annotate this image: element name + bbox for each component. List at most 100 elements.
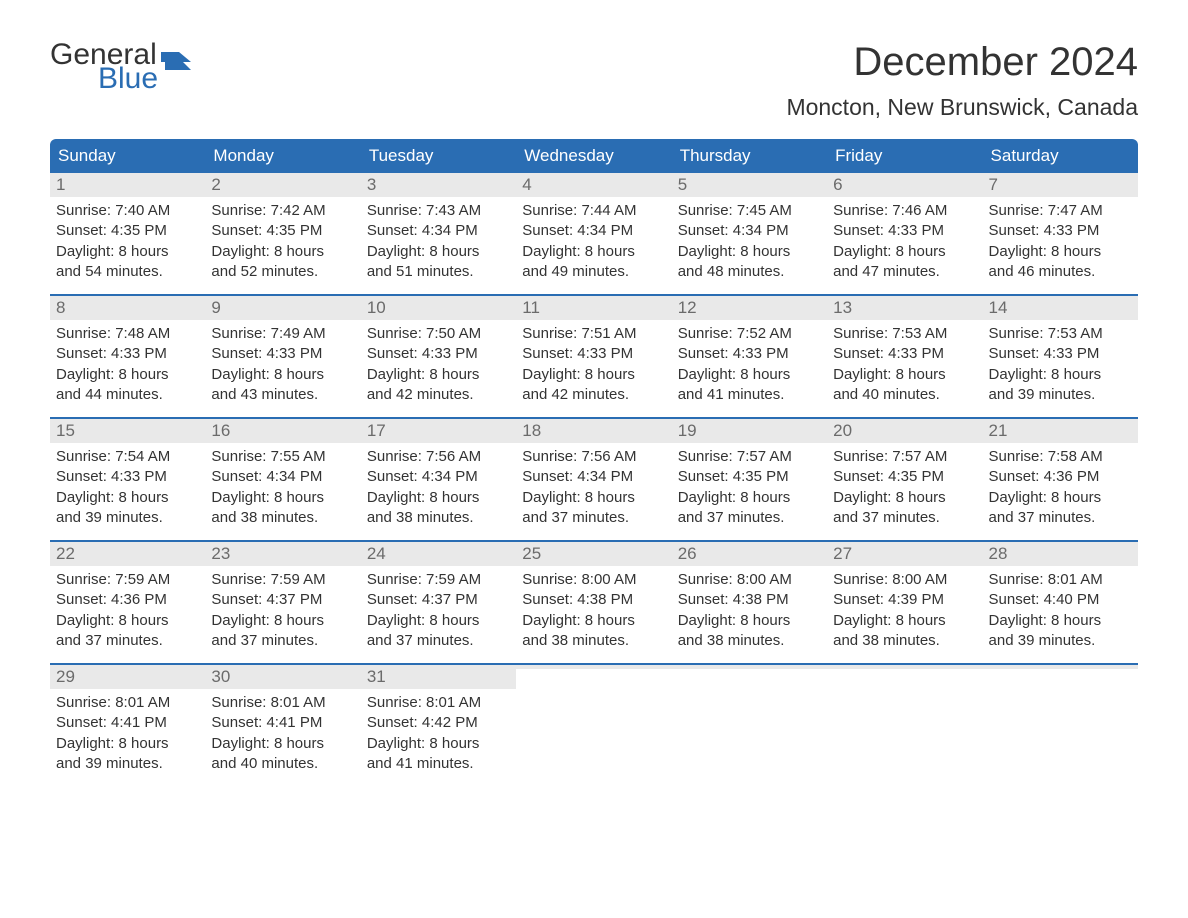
day-sunrise: Sunrise: 7:40 AM [56, 201, 199, 221]
day-number: 23 [205, 542, 360, 566]
day-body: Sunrise: 7:46 AMSunset: 4:33 PMDaylight:… [827, 197, 982, 284]
day-number: 31 [361, 665, 516, 689]
day-cell: 3Sunrise: 7:43 AMSunset: 4:34 PMDaylight… [361, 173, 516, 284]
day-cell: 26Sunrise: 8:00 AMSunset: 4:38 PMDayligh… [672, 542, 827, 653]
day-sunset: Sunset: 4:38 PM [678, 590, 821, 610]
weeks-container: 1Sunrise: 7:40 AMSunset: 4:35 PMDaylight… [50, 173, 1138, 776]
day-sunrise: Sunrise: 7:45 AM [678, 201, 821, 221]
day-sunset: Sunset: 4:36 PM [989, 467, 1132, 487]
day-d2: and 37 minutes. [367, 631, 510, 651]
day-d1: Daylight: 8 hours [989, 488, 1132, 508]
day-sunset: Sunset: 4:34 PM [211, 467, 354, 487]
day-d2: and 37 minutes. [678, 508, 821, 528]
day-d2: and 37 minutes. [989, 508, 1132, 528]
day-sunrise: Sunrise: 8:01 AM [989, 570, 1132, 590]
day-sunrise: Sunrise: 8:00 AM [678, 570, 821, 590]
day-body: Sunrise: 7:51 AMSunset: 4:33 PMDaylight:… [516, 320, 671, 407]
day-cell: 9Sunrise: 7:49 AMSunset: 4:33 PMDaylight… [205, 296, 360, 407]
day-number: 8 [50, 296, 205, 320]
day-number: 22 [50, 542, 205, 566]
day-d2: and 51 minutes. [367, 262, 510, 282]
day-sunrise: Sunrise: 7:47 AM [989, 201, 1132, 221]
day-d2: and 49 minutes. [522, 262, 665, 282]
day-cell [516, 665, 671, 776]
day-d1: Daylight: 8 hours [211, 242, 354, 262]
day-number: 28 [983, 542, 1138, 566]
day-d1: Daylight: 8 hours [56, 242, 199, 262]
day-sunset: Sunset: 4:37 PM [211, 590, 354, 610]
day-sunrise: Sunrise: 7:43 AM [367, 201, 510, 221]
day-d2: and 54 minutes. [56, 262, 199, 282]
day-number: 19 [672, 419, 827, 443]
day-cell: 28Sunrise: 8:01 AMSunset: 4:40 PMDayligh… [983, 542, 1138, 653]
day-body: Sunrise: 7:54 AMSunset: 4:33 PMDaylight:… [50, 443, 205, 530]
day-d1: Daylight: 8 hours [833, 242, 976, 262]
day-d1: Daylight: 8 hours [367, 611, 510, 631]
day-sunset: Sunset: 4:34 PM [522, 467, 665, 487]
day-d2: and 39 minutes. [989, 385, 1132, 405]
day-sunset: Sunset: 4:34 PM [367, 221, 510, 241]
day-d1: Daylight: 8 hours [989, 242, 1132, 262]
day-sunset: Sunset: 4:38 PM [522, 590, 665, 610]
day-sunrise: Sunrise: 7:48 AM [56, 324, 199, 344]
day-cell: 6Sunrise: 7:46 AMSunset: 4:33 PMDaylight… [827, 173, 982, 284]
day-body: Sunrise: 8:00 AMSunset: 4:39 PMDaylight:… [827, 566, 982, 653]
day-body: Sunrise: 7:49 AMSunset: 4:33 PMDaylight:… [205, 320, 360, 407]
day-number: 11 [516, 296, 671, 320]
day-sunrise: Sunrise: 8:01 AM [211, 693, 354, 713]
day-d1: Daylight: 8 hours [678, 488, 821, 508]
day-number: 14 [983, 296, 1138, 320]
day-body: Sunrise: 8:01 AMSunset: 4:42 PMDaylight:… [361, 689, 516, 776]
day-body: Sunrise: 7:52 AMSunset: 4:33 PMDaylight:… [672, 320, 827, 407]
weekday-header: Monday [205, 139, 360, 173]
day-number: 4 [516, 173, 671, 197]
week-row: 22Sunrise: 7:59 AMSunset: 4:36 PMDayligh… [50, 540, 1138, 653]
day-d1: Daylight: 8 hours [367, 365, 510, 385]
day-sunset: Sunset: 4:33 PM [833, 344, 976, 364]
day-d2: and 41 minutes. [367, 754, 510, 774]
day-d2: and 37 minutes. [833, 508, 976, 528]
day-cell [672, 665, 827, 776]
day-body: Sunrise: 7:55 AMSunset: 4:34 PMDaylight:… [205, 443, 360, 530]
day-sunset: Sunset: 4:33 PM [989, 344, 1132, 364]
day-number [516, 665, 671, 669]
day-cell: 27Sunrise: 8:00 AMSunset: 4:39 PMDayligh… [827, 542, 982, 653]
day-sunset: Sunset: 4:36 PM [56, 590, 199, 610]
day-d2: and 38 minutes. [833, 631, 976, 651]
day-d1: Daylight: 8 hours [833, 611, 976, 631]
logo: General Blue [50, 40, 191, 94]
day-d1: Daylight: 8 hours [211, 734, 354, 754]
day-d1: Daylight: 8 hours [522, 365, 665, 385]
day-cell: 20Sunrise: 7:57 AMSunset: 4:35 PMDayligh… [827, 419, 982, 530]
day-d2: and 39 minutes. [56, 754, 199, 774]
day-cell: 31Sunrise: 8:01 AMSunset: 4:42 PMDayligh… [361, 665, 516, 776]
day-sunrise: Sunrise: 7:59 AM [367, 570, 510, 590]
day-d1: Daylight: 8 hours [678, 611, 821, 631]
day-number: 25 [516, 542, 671, 566]
day-sunset: Sunset: 4:41 PM [56, 713, 199, 733]
day-sunrise: Sunrise: 7:52 AM [678, 324, 821, 344]
day-body: Sunrise: 7:48 AMSunset: 4:33 PMDaylight:… [50, 320, 205, 407]
day-d2: and 44 minutes. [56, 385, 199, 405]
day-d2: and 38 minutes. [678, 631, 821, 651]
day-sunrise: Sunrise: 7:56 AM [522, 447, 665, 467]
day-d1: Daylight: 8 hours [678, 242, 821, 262]
day-number [827, 665, 982, 669]
day-number: 21 [983, 419, 1138, 443]
day-cell: 29Sunrise: 8:01 AMSunset: 4:41 PMDayligh… [50, 665, 205, 776]
day-body: Sunrise: 8:00 AMSunset: 4:38 PMDaylight:… [516, 566, 671, 653]
day-sunrise: Sunrise: 7:59 AM [211, 570, 354, 590]
header: General Blue December 2024 Moncton, New … [50, 40, 1138, 121]
day-sunrise: Sunrise: 7:59 AM [56, 570, 199, 590]
day-d1: Daylight: 8 hours [522, 488, 665, 508]
day-cell: 12Sunrise: 7:52 AMSunset: 4:33 PMDayligh… [672, 296, 827, 407]
day-d2: and 39 minutes. [989, 631, 1132, 651]
day-d2: and 41 minutes. [678, 385, 821, 405]
day-number: 17 [361, 419, 516, 443]
day-d1: Daylight: 8 hours [989, 611, 1132, 631]
day-d1: Daylight: 8 hours [56, 611, 199, 631]
week-row: 1Sunrise: 7:40 AMSunset: 4:35 PMDaylight… [50, 173, 1138, 284]
day-d1: Daylight: 8 hours [367, 734, 510, 754]
day-number: 2 [205, 173, 360, 197]
day-number [672, 665, 827, 669]
